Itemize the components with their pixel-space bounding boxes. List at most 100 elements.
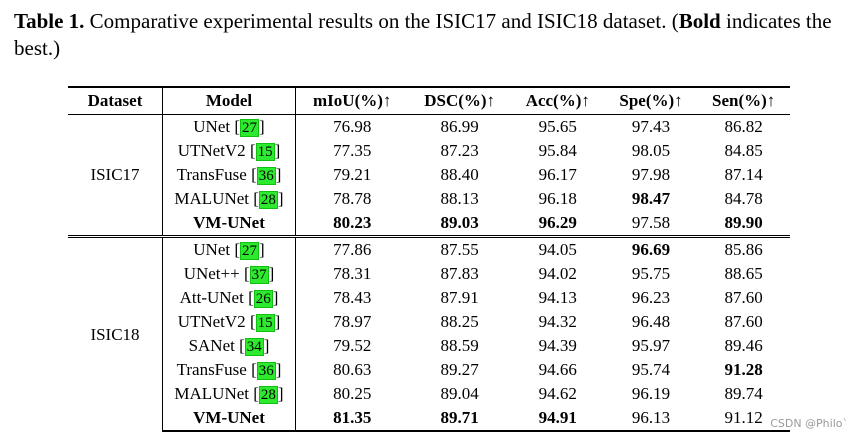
metric-cell: 88.13 bbox=[440, 189, 479, 208]
model-name: UNet++ bbox=[183, 264, 240, 283]
metric-cell: 77.35 bbox=[333, 141, 372, 160]
metric-cell: 84.78 bbox=[724, 189, 763, 208]
table-row: VM-UNet 81.35 89.71 94.91 96.13 91.12 bbox=[68, 406, 790, 432]
metric-cell: 94.02 bbox=[538, 264, 577, 283]
metric-cell: 95.74 bbox=[631, 360, 671, 379]
model-name: UNet bbox=[193, 117, 231, 136]
caption-bold-word: Bold bbox=[678, 9, 721, 33]
metric-cell: 94.62 bbox=[538, 384, 577, 403]
table-row: TransFuse [36] 79.21 88.40 96.17 97.98 87.14 bbox=[68, 163, 790, 187]
metric-cell: 95.75 bbox=[631, 264, 671, 283]
metric-cell: 91.12 bbox=[697, 406, 790, 432]
model-cell: MALUNet [28] bbox=[162, 382, 296, 406]
metric-cell: 94.91 bbox=[510, 406, 605, 432]
metric-cell: 87.55 bbox=[408, 235, 511, 262]
citation-link[interactable]: 34 bbox=[244, 338, 264, 356]
dataset-cell: ISIC17 bbox=[68, 114, 163, 237]
metric-cell: 96.17 bbox=[538, 165, 577, 184]
model-cell: VM-UNet bbox=[162, 406, 296, 432]
table-row: ISIC17 UNet [27] 76.98 86.99 95.65 97.43 86.82 bbox=[68, 114, 790, 237]
metric-cell: 88.65 bbox=[724, 264, 763, 283]
metric-cell: 79.52 bbox=[333, 336, 372, 355]
table-row: UTNetV2 [15] 77.35 87.23 95.84 98.05 84.85 bbox=[68, 139, 790, 163]
metric-cell: 87.60 bbox=[724, 288, 763, 307]
dataset-cell: ISIC18 bbox=[68, 235, 163, 431]
table-row: TransFuse [36] 80.63 89.27 94.66 95.74 91.28 bbox=[68, 358, 790, 382]
header-acc: Acc(%)↑ bbox=[510, 86, 605, 115]
metric-cell: 87.83 bbox=[440, 264, 479, 283]
metric-cell: 78.43 bbox=[333, 288, 372, 307]
model-name: VM-UNet bbox=[193, 408, 265, 427]
metric-cell: 94.05 bbox=[510, 235, 605, 262]
citation-link[interactable]: 28 bbox=[258, 191, 278, 209]
metric-cell: 77.86 bbox=[295, 235, 409, 262]
metric-cell: 95.97 bbox=[631, 336, 671, 355]
header-dataset: Dataset bbox=[68, 86, 163, 115]
caption-text-end: indicates the best.) bbox=[14, 9, 832, 60]
metric-cell: 80.63 bbox=[333, 360, 372, 379]
metric-cell: 89.71 bbox=[408, 406, 511, 432]
metric-cell: 95.84 bbox=[538, 141, 577, 160]
metric-cell: 96.19 bbox=[631, 384, 671, 403]
model-cell: UNet [27] bbox=[162, 114, 296, 139]
citation-link[interactable]: 15 bbox=[255, 143, 275, 161]
header-sen: Sen(%)↑ bbox=[697, 86, 790, 115]
table-row: MALUNet [28] 80.25 89.04 94.62 96.19 89.74 bbox=[68, 382, 790, 406]
metric-cell: 87.91 bbox=[440, 288, 479, 307]
watermark: CSDN @Philo` bbox=[770, 417, 848, 430]
citation-link[interactable]: 26 bbox=[253, 290, 273, 308]
metric-cell: 78.31 bbox=[333, 264, 372, 283]
caption-text: Comparative experimental results on the … bbox=[84, 9, 679, 33]
citation-link[interactable]: 15 bbox=[255, 314, 275, 332]
metric-cell: 88.40 bbox=[440, 165, 479, 184]
metric-cell: 86.99 bbox=[440, 117, 479, 136]
results-table: Dataset Model mIoU(%)↑ DSC(%)↑ Acc(%)↑ S… bbox=[68, 86, 790, 432]
citation-link[interactable]: 37 bbox=[249, 266, 269, 284]
metric-cell: 76.98 bbox=[333, 117, 372, 136]
model-cell: Att-UNet [26] bbox=[162, 286, 296, 310]
citation-link[interactable]: 36 bbox=[256, 362, 276, 380]
table-caption: Table 1. Comparative experimental result… bbox=[14, 8, 850, 62]
citation-link[interactable]: 28 bbox=[258, 386, 278, 404]
table-row: VM-UNet 80.23 89.03 96.29 97.58 89.90 bbox=[68, 211, 790, 237]
metric-cell: 97.43 bbox=[631, 117, 671, 136]
header-dsc: DSC(%)↑ bbox=[408, 86, 511, 115]
model-cell: UNet++ [37] bbox=[162, 262, 296, 286]
metric-cell: 89.03 bbox=[440, 213, 479, 232]
citation-link[interactable]: 27 bbox=[240, 119, 260, 137]
header-row: Dataset Model mIoU(%)↑ DSC(%)↑ Acc(%)↑ S… bbox=[68, 86, 790, 115]
metric-cell: 89.46 bbox=[724, 336, 763, 355]
metric-cell: 97.98 bbox=[631, 165, 671, 184]
model-name: MALUNet bbox=[174, 189, 249, 208]
metric-cell: 96.13 bbox=[604, 406, 698, 432]
metric-cell: 96.23 bbox=[631, 288, 671, 307]
metric-cell: 87.60 bbox=[724, 312, 763, 331]
citation-link[interactable]: 36 bbox=[256, 167, 276, 185]
metric-cell: 95.65 bbox=[538, 117, 577, 136]
model-cell: MALUNet [28] bbox=[162, 187, 296, 211]
caption-label: Table 1. bbox=[14, 9, 85, 33]
metric-cell: 80.25 bbox=[333, 384, 372, 403]
header-model: Model bbox=[162, 86, 296, 115]
metric-cell: 89.74 bbox=[724, 384, 763, 403]
model-name: UNet bbox=[193, 240, 231, 259]
metric-cell: 96.69 bbox=[604, 235, 698, 262]
metric-cell: 89.27 bbox=[440, 360, 479, 379]
citation-link[interactable]: 27 bbox=[240, 242, 260, 260]
metric-cell: 89.04 bbox=[440, 384, 479, 403]
metric-cell: 96.48 bbox=[631, 312, 671, 331]
header-miou: mIoU(%)↑ bbox=[295, 86, 409, 115]
metric-cell: 89.90 bbox=[724, 213, 763, 232]
metric-cell: 84.85 bbox=[724, 141, 763, 160]
model-name: TransFuse bbox=[176, 165, 247, 184]
model-cell: TransFuse [36] bbox=[162, 163, 296, 187]
model-cell: VM-UNet bbox=[162, 211, 296, 237]
table-row: MALUNet [28] 78.78 88.13 96.18 98.47 84.78 bbox=[68, 187, 790, 211]
metric-cell: 96.29 bbox=[538, 213, 577, 232]
table-row: ISIC18 UNet [27] 77.86 87.55 94.05 96.69 85.86 bbox=[68, 235, 790, 431]
metric-cell: 94.32 bbox=[538, 312, 577, 331]
metric-cell: 97.58 bbox=[631, 213, 671, 232]
metric-cell: 88.25 bbox=[440, 312, 479, 331]
model-name: UTNetV2 bbox=[177, 141, 246, 160]
metric-cell: 98.05 bbox=[631, 141, 671, 160]
